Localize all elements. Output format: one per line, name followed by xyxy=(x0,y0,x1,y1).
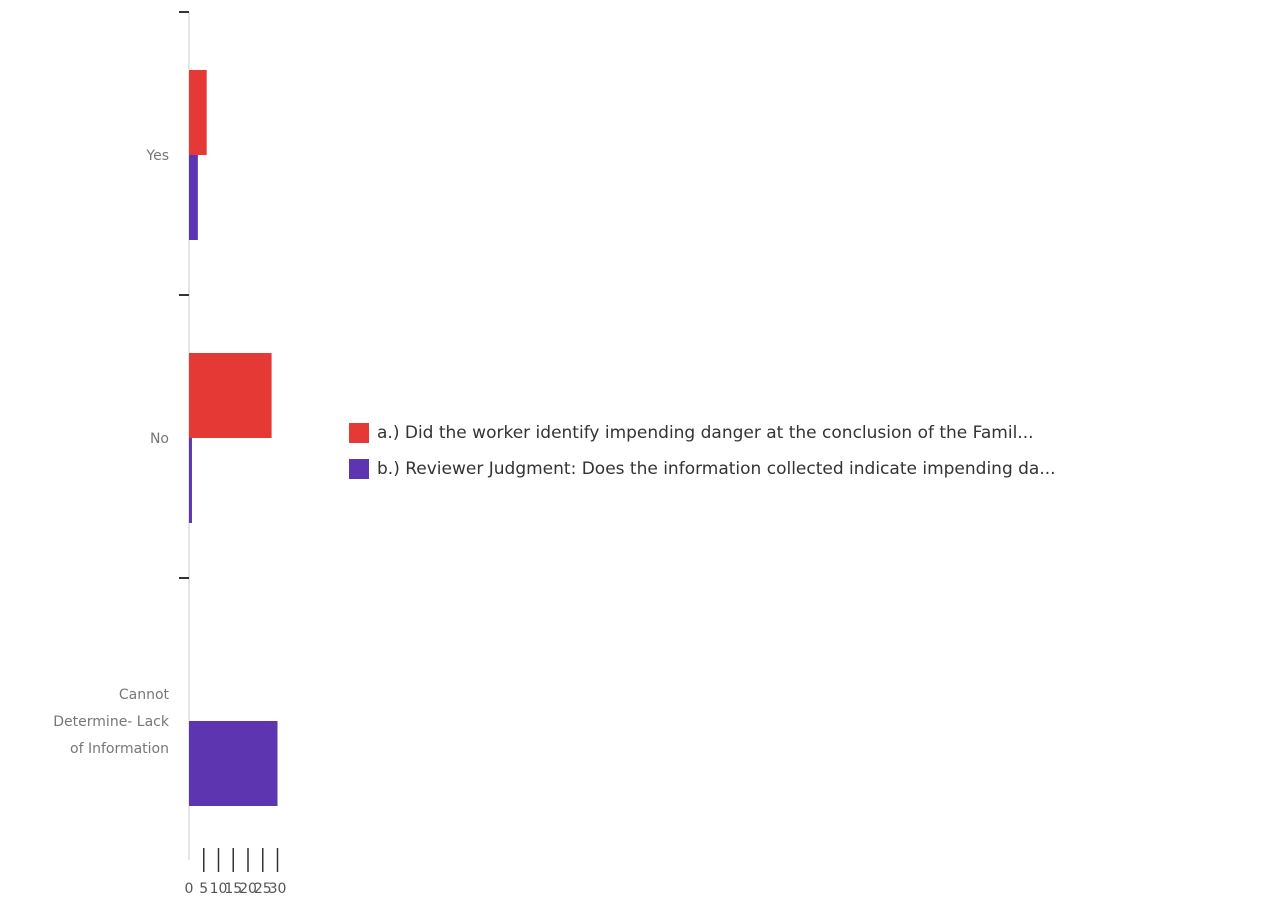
legend-swatch-series-a xyxy=(349,423,369,443)
x-tick-label-4: 20 xyxy=(239,881,257,897)
bar-series-b-2 xyxy=(189,721,278,806)
legend-label-series-a: a.) Did the worker identify impending da… xyxy=(377,423,1034,443)
bar-series-a-0 xyxy=(189,70,207,155)
x-tick-label-0: 0 xyxy=(185,881,194,897)
category-label-2: Cannot Determine- Lack of Information xyxy=(53,687,170,757)
bar-series-a-1 xyxy=(189,353,272,438)
category-label-0: Yes xyxy=(145,148,169,164)
x-tick-label-2: 10 xyxy=(210,881,228,897)
bar-series-b-0 xyxy=(189,155,198,240)
category-label-line: of Information xyxy=(70,741,169,757)
category-label-line: Yes xyxy=(145,148,169,164)
legend-swatch-series-b xyxy=(349,459,369,479)
legend-item-series-a[interactable]: a.) Did the worker identify impending da… xyxy=(349,419,1056,447)
x-tick-label-3: 15 xyxy=(224,881,242,897)
category-label-line: Determine- Lack xyxy=(53,714,170,730)
chart-legend: a.) Did the worker identify impending da… xyxy=(349,419,1056,491)
x-tick-label-6: 30 xyxy=(269,881,287,897)
category-label-line: Cannot xyxy=(119,687,170,703)
legend-label-series-b: b.) Reviewer Judgment: Does the informat… xyxy=(377,459,1056,479)
chart-bars xyxy=(189,70,278,806)
category-labels: Yes No Cannot Determine- Lack of Information xyxy=(53,148,170,757)
x-tick-label-5: 25 xyxy=(254,881,272,897)
bar-series-b-1 xyxy=(189,438,192,523)
category-label-line: No xyxy=(150,431,169,447)
x-tick-label-1: 5 xyxy=(199,881,208,897)
legend-item-series-b[interactable]: b.) Reviewer Judgment: Does the informat… xyxy=(349,455,1056,483)
category-label-1: No xyxy=(150,431,169,447)
